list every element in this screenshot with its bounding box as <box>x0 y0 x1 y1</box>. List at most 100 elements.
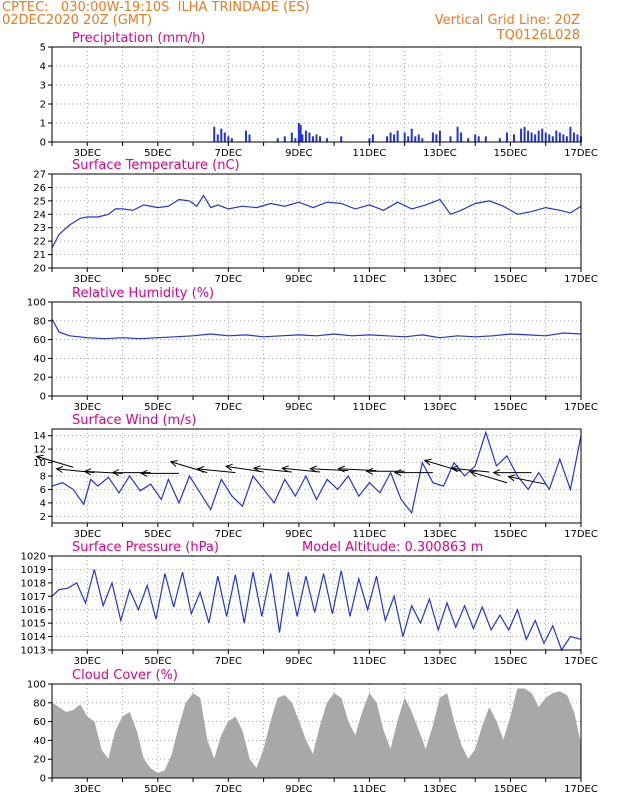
cloud-xtick-label: 11DEC <box>353 784 387 795</box>
precip-bar <box>527 130 530 142</box>
precip-bar <box>283 136 286 142</box>
header-line2-left: 02DEC2020 20Z (GMT) <box>2 13 153 28</box>
precip-bar <box>417 134 420 142</box>
temp-ytick-label: 20 <box>33 264 46 275</box>
header-line1-left: CPTEC: 030:00W-19:10S ILHA TRINDADE (ES) <box>2 0 310 15</box>
temp-ytick-label: 22 <box>33 237 46 248</box>
precip-bar <box>541 128 544 142</box>
precip-bar <box>299 124 302 142</box>
cloud-title: Cloud Cover (%) <box>72 668 178 683</box>
rh-xtick-label: 17DEC <box>564 402 598 413</box>
rh-ytick-label: 0 <box>40 392 46 403</box>
wind-frame <box>51 428 582 524</box>
precip-bar <box>304 130 307 142</box>
temp-xtick-label: 9DEC <box>285 274 312 285</box>
wind-xtick-label: 9DEC <box>285 529 312 540</box>
wind-wind-vector <box>282 467 321 473</box>
precip-bar <box>565 136 568 142</box>
rh-xtick-label: 13DEC <box>423 402 457 413</box>
rh-xtick-label: 9DEC <box>285 402 312 413</box>
precip-bar <box>368 138 371 142</box>
wind-wind-arrowhead <box>365 467 374 475</box>
precip-bar <box>294 138 297 142</box>
temp-series-line <box>51 194 582 249</box>
wind-wind-vector <box>36 455 74 468</box>
precip-ytick-label: 1 <box>40 119 46 130</box>
wind-wind-arrowhead <box>393 469 402 477</box>
wind-xtick-label: 15DEC <box>494 529 528 540</box>
precip-xtick-label: 5DEC <box>144 148 171 159</box>
temp-xtick-label: 11DEC <box>353 274 387 285</box>
wind-ytick-label: 14 <box>33 431 46 442</box>
rh-xtick-label: 3DEC <box>74 402 101 413</box>
pres-ytick-label: 1014 <box>21 632 46 643</box>
precip-xtick-label: 7DEC <box>215 148 242 159</box>
precip-bar <box>530 132 533 142</box>
wind-wind-arrowhead <box>450 465 459 473</box>
precip-bar <box>407 136 410 142</box>
wind-title: Surface Wind (m/s) <box>72 413 196 428</box>
precip-bar <box>523 126 526 142</box>
wind-wind-vector <box>424 459 462 472</box>
precip-ytick-label: 2 <box>40 100 46 111</box>
precip-bar <box>223 132 226 142</box>
rh-xtick-label: 15DEC <box>494 402 528 413</box>
precip-bar <box>389 132 392 142</box>
precip-bar <box>477 136 480 142</box>
wind-xtick-label: 3DEC <box>74 529 101 540</box>
precip-bar <box>474 134 477 142</box>
wind-wind-arrowhead <box>35 454 44 462</box>
pres-ytick-label: 1018 <box>21 578 46 589</box>
wind-ytick-label: 4 <box>40 498 46 509</box>
wind-wind-arrowhead <box>139 469 148 477</box>
precip-bar <box>403 132 406 142</box>
wind-wind-vector <box>225 465 264 473</box>
wind-wind-vector <box>338 468 377 472</box>
precip-bar <box>435 134 438 142</box>
precip-bar <box>431 132 434 142</box>
precip-ytick-label: 4 <box>40 62 46 73</box>
precip-bar <box>449 136 452 142</box>
wind-wind-vector <box>253 467 292 473</box>
wind-xtick-label: 5DEC <box>144 529 171 540</box>
pres-title: Surface Pressure (hPa) <box>72 540 219 555</box>
rh-frame <box>51 301 582 397</box>
temp-ytick-label: 21 <box>33 250 46 261</box>
precip-bar <box>216 134 219 142</box>
rh-ytick-label: 60 <box>33 335 46 346</box>
temp-xtick-label: 13DEC <box>423 274 457 285</box>
precip-bar <box>276 138 279 142</box>
precip-bar <box>572 132 575 142</box>
wind-ytick-label: 6 <box>40 485 46 496</box>
precip-bar <box>537 130 540 142</box>
wind-xtick-label: 7DEC <box>215 529 242 540</box>
wind-wind-arrowhead <box>423 458 432 466</box>
wind-wind-vector <box>451 467 490 473</box>
precip-bar <box>544 132 547 142</box>
header-line1-right: Vertical Grid Line: 20Z <box>434 13 580 28</box>
precip-ytick-label: 3 <box>40 81 46 92</box>
wind-wind-arrowhead <box>224 463 233 471</box>
wind-wind-vector <box>508 476 546 485</box>
pres-ytick-label: 1016 <box>21 605 46 616</box>
wind-xtick-label: 11DEC <box>353 529 387 540</box>
precip-bar <box>484 136 487 142</box>
precip-bar <box>308 132 311 142</box>
rh-ytick-label: 20 <box>33 373 46 384</box>
cloud-ytick-label: 80 <box>33 698 46 709</box>
precip-bar <box>301 134 304 142</box>
precip-ytick-label: 5 <box>40 43 46 54</box>
precip-bar <box>456 126 459 142</box>
precip-bar <box>227 136 230 142</box>
precip-plot-bg <box>52 47 581 142</box>
precip-bar <box>230 138 233 142</box>
precip-xtick-label: 13DEC <box>423 148 457 159</box>
wind-wind-arrowhead <box>252 465 261 473</box>
temp-xtick-label: 15DEC <box>494 274 528 285</box>
precip-bar <box>290 132 293 142</box>
precip-bar <box>421 138 424 142</box>
precip-bar <box>311 136 314 142</box>
temp-xtick-label: 7DEC <box>215 274 242 285</box>
cloud-ytick-label: 40 <box>33 736 46 747</box>
